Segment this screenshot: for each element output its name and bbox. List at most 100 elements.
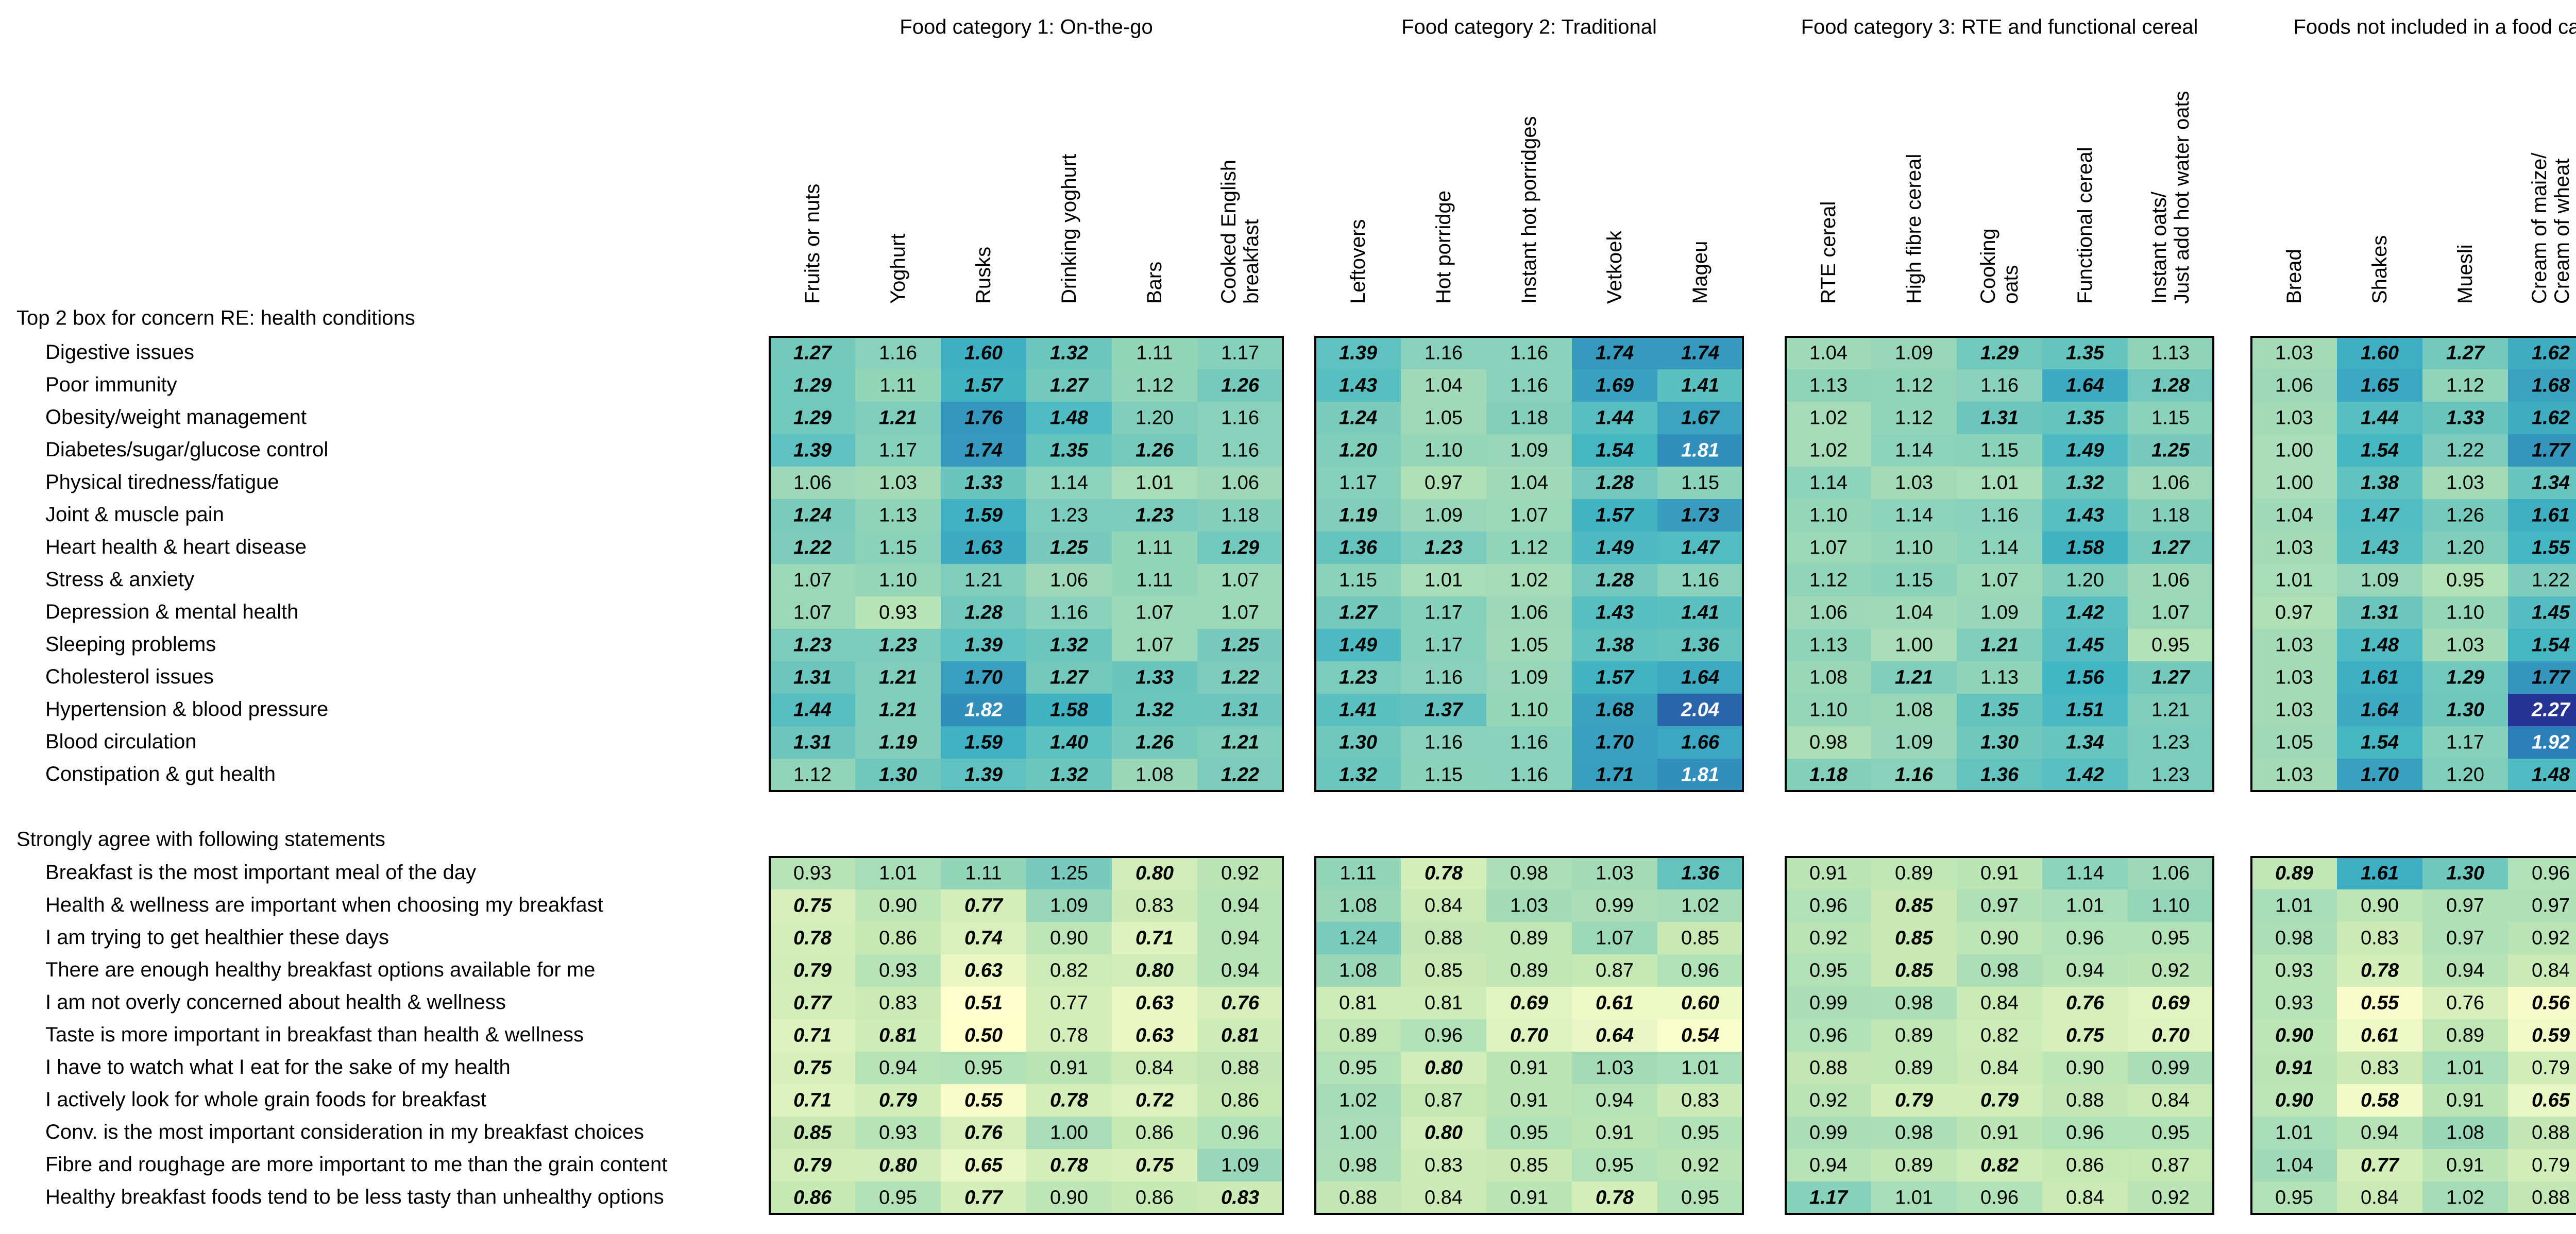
- cell-value-label: 1.23: [1339, 667, 1377, 689]
- cell-value-label: 0.55: [2361, 992, 2399, 1014]
- heatmap-cell: [770, 1052, 855, 1084]
- heatmap-cell: [770, 499, 855, 532]
- heatmap-cell: [1197, 596, 1283, 629]
- heatmap-cell: [1486, 954, 1572, 987]
- cell-value-label: 1.40: [1050, 732, 1088, 753]
- heatmap-cell: [2508, 922, 2576, 954]
- heatmap-cell: [2337, 759, 2422, 791]
- heatmap-cell: [1657, 402, 1743, 434]
- heatmap-cell: [1786, 564, 1871, 596]
- cell-value-label: 1.27: [2151, 667, 2191, 689]
- cell-value-label: 1.07: [1980, 570, 2019, 591]
- cell-value-label: 0.97: [1425, 472, 1463, 494]
- cell-value-label: 0.63: [1136, 992, 1174, 1014]
- heatmap-cell: [941, 596, 1026, 629]
- heatmap-cell: [2042, 629, 2128, 661]
- heatmap-cell: [770, 369, 855, 402]
- cell-value-label: 1.23: [793, 635, 832, 656]
- heatmap-cell: [1401, 987, 1486, 1019]
- heatmap-cell: [2128, 857, 2213, 889]
- heatmap-cell: [1871, 987, 1957, 1019]
- cell-value-label: 1.69: [1596, 375, 1634, 397]
- heatmap-cell: [1486, 1052, 1572, 1084]
- cell-value-label: 0.84: [1980, 992, 2019, 1014]
- cell-value-label: 0.95: [2151, 635, 2190, 656]
- heatmap-cell: [1957, 564, 2042, 596]
- column-label: Bread: [2283, 249, 2306, 304]
- row-label: Digestive issues: [45, 341, 194, 364]
- cell-value-label: 1.58: [2066, 537, 2105, 559]
- heatmap-cell: [1026, 661, 1112, 694]
- heatmap-cell: [1657, 337, 1743, 369]
- heatmap-cell: [1786, 369, 1871, 402]
- heatmap-cell: [1871, 1181, 1957, 1214]
- heatmap-cell: [1957, 337, 2042, 369]
- cell-value-label: 1.02: [1809, 440, 1848, 461]
- cell-value-label: 1.05: [1510, 635, 1548, 656]
- cell-value-label: 1.03: [2275, 407, 2313, 429]
- cell-value-label: 0.91: [1596, 1122, 1634, 1144]
- cell-value-label: 0.85: [1510, 1155, 1548, 1176]
- cell-value-label: 0.95: [2151, 928, 2190, 949]
- cell-value-label: 0.90: [2275, 1090, 2313, 1111]
- cell-value-label: 0.96: [1809, 895, 1848, 917]
- cell-value-label: 0.97: [1980, 895, 2019, 917]
- row-label: Joint & muscle pain: [45, 503, 224, 526]
- cell-value-label: 1.37: [1425, 699, 1464, 721]
- heatmap-cell: [1315, 694, 1401, 726]
- heatmap-cell: [1786, 1084, 1871, 1117]
- heatmap-cell: [2508, 564, 2576, 596]
- heatmap-cell: [2422, 499, 2508, 532]
- cell-value-label: 1.24: [1339, 407, 1377, 429]
- heatmap-cell: [2422, 694, 2508, 726]
- cell-value-label: 1.28: [2151, 375, 2190, 397]
- heatmap-cell: [1957, 369, 2042, 402]
- heatmap-cell: [2422, 987, 2508, 1019]
- cell-value-label: 1.08: [1136, 764, 1174, 786]
- cell-value-label: 1.04: [1425, 375, 1463, 397]
- heatmap-cell: [2422, 889, 2508, 922]
- cell-value-label: 1.13: [1809, 635, 1848, 656]
- heatmap-cell: [1486, 499, 1572, 532]
- heatmap-cell: [770, 467, 855, 499]
- heatmap-cell: [855, 1181, 941, 1214]
- cell-value-label: 0.91: [1809, 863, 1848, 884]
- heatmap-cell: [1572, 564, 1657, 596]
- cell-value-label: 1.47: [2361, 505, 2400, 526]
- heatmap-cell: [1112, 402, 1197, 434]
- cell-value-label: 1.02: [1339, 1090, 1377, 1111]
- heatmap-cell: [770, 337, 855, 369]
- cell-value-label: 1.14: [2066, 863, 2104, 884]
- cell-value-label: 1.04: [2275, 1155, 2313, 1176]
- cell-value-label: 1.10: [2151, 895, 2190, 917]
- cell-value-label: 1.35: [1980, 699, 2019, 721]
- heatmap-cell: [1026, 1084, 1112, 1117]
- cell-value-label: 0.90: [1050, 1187, 1088, 1209]
- heatmap-cell: [1401, 434, 1486, 467]
- cell-value-label: 0.95: [1681, 1187, 1719, 1209]
- cell-value-label: 1.00: [1895, 635, 1933, 656]
- heatmap-cell: [1657, 499, 1743, 532]
- heatmap-cell: [941, 922, 1026, 954]
- heatmap-cell: [1957, 1117, 2042, 1149]
- heatmap-cell: [1315, 499, 1401, 532]
- heatmap-cell: [1026, 564, 1112, 596]
- column-label: Instant oats/: [2148, 191, 2171, 304]
- heatmap-cell: [1197, 532, 1283, 564]
- cell-value-label: 1.12: [1809, 570, 1848, 591]
- cell-value-label: 1.20: [2446, 537, 2484, 559]
- heatmap-cell: [2422, 596, 2508, 629]
- heatmap-cell: [855, 564, 941, 596]
- cell-value-label: 1.06: [1809, 602, 1848, 624]
- cell-value-label: 1.03: [1895, 472, 1933, 494]
- heatmap-cell: [1657, 532, 1743, 564]
- cell-value-label: 1.17: [879, 440, 917, 461]
- cell-value-label: 1.09: [1895, 342, 1933, 364]
- heatmap-cell: [2128, 1181, 2213, 1214]
- cell-value-label: 1.11: [1136, 537, 1173, 559]
- cell-value-label: 1.16: [1510, 764, 1548, 786]
- heatmap-cell: [1026, 954, 1112, 987]
- cell-value-label: 0.63: [964, 960, 1003, 982]
- cell-value-label: 1.30: [2446, 699, 2484, 721]
- cell-value-label: 1.03: [1596, 1057, 1634, 1079]
